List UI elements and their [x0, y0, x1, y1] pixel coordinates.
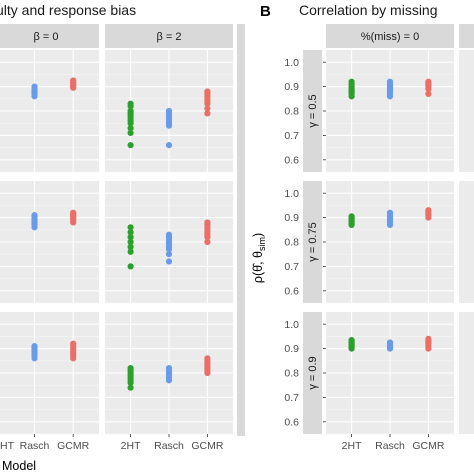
row-strip-gamma075 — [303, 181, 322, 303]
point-2ht — [127, 100, 134, 107]
point-2ht — [127, 243, 134, 250]
panel-edge-bg — [459, 312, 474, 434]
strip-label-beta2: β = 2 — [157, 31, 182, 43]
row-strip-gamma05 — [303, 50, 322, 172]
point-rasch — [165, 231, 173, 238]
row-strip-label-gamma05: γ = 0.5 — [307, 94, 319, 127]
y-tick-label: 1.0 — [284, 57, 299, 69]
strip-col-miss0 — [326, 24, 454, 48]
point-2ht — [127, 124, 134, 132]
point-2ht — [127, 238, 134, 246]
chart-b-ylabel-comma: , θ — [251, 251, 265, 265]
chart-b-ylabel-rho: ρ( — [251, 271, 265, 283]
point-rasch — [165, 107, 173, 115]
point-rasch — [165, 258, 173, 265]
point-2ht — [127, 107, 134, 115]
strip-label-beta0: β = 0 — [34, 31, 59, 43]
point-rasch — [31, 343, 38, 350]
y-tick-label: 1.0 — [284, 188, 299, 200]
y-tick-label: 0.8 — [284, 106, 299, 118]
point-gcmr — [204, 238, 211, 246]
y-tick-label: 0.6 — [284, 154, 299, 166]
point-rasch — [165, 251, 173, 258]
panels-layer: 0.6 0.7 0.8 0.9 1.0 0.6 0.7 0.8 0.9 1.0 0.6 0.7 0.8 0… — [0, 50, 474, 452]
chart-b-title: Correlation by missing — [299, 2, 438, 18]
point-2ht — [127, 248, 134, 255]
point-gcmr — [204, 110, 211, 117]
chart-b-ylabel-sub: sim — [257, 237, 267, 251]
point-2ht — [348, 78, 355, 85]
row-strip-gamma09 — [303, 312, 322, 434]
y-tick-label: 0.7 — [284, 261, 299, 273]
y-tick-label: 0.8 — [284, 368, 299, 380]
strip-col-next-edge — [459, 24, 474, 48]
point-2ht — [127, 129, 134, 137]
x-tick-label: Rasch — [154, 440, 184, 452]
y-tick-label: 0.8 — [284, 237, 299, 249]
panel-edge-bg — [459, 50, 474, 172]
panel-edge-bg — [459, 181, 474, 303]
strip-col-beta2 — [105, 24, 233, 48]
y-tick-label: 0.6 — [284, 416, 299, 428]
y-tick-label: 0.9 — [284, 212, 299, 224]
chart-b-panel-letter: B — [260, 3, 271, 20]
x-tick-label: 2HT — [121, 440, 141, 452]
row-strip-label-gamma09: γ = 0.9 — [307, 356, 319, 389]
chart-b-ylabel: ρ(θ̂, θsim) — [251, 233, 267, 283]
y-tick-label: 1.0 — [284, 319, 299, 331]
x-tick-label: GCMR — [191, 440, 223, 452]
point-gcmr — [204, 105, 211, 112]
point-rasch — [31, 212, 38, 219]
point-rasch — [165, 365, 173, 372]
point-2ht — [127, 229, 134, 236]
point-gcmr — [204, 355, 211, 362]
y-tick-label: 0.9 — [284, 81, 299, 93]
point-gcmr — [70, 209, 77, 216]
point-rasch — [31, 83, 38, 90]
point-gcmr — [70, 340, 77, 347]
point-rasch — [386, 339, 394, 346]
x-tick-label: Rasch — [20, 440, 50, 452]
x-tick-label: HT — [0, 440, 15, 452]
y-tick-label: 0.7 — [284, 130, 299, 142]
y-tick-label: 0.9 — [284, 343, 299, 355]
point-gcmr — [70, 77, 77, 84]
x-tick-label: Rasch — [375, 440, 405, 452]
point-2ht — [348, 213, 355, 220]
y-tick-label: 0.7 — [284, 392, 299, 404]
point-2ht — [127, 384, 134, 391]
strip-label-miss0: %(miss) = 0 — [361, 31, 419, 43]
point-2ht — [127, 142, 134, 149]
point-gcmr — [425, 78, 432, 85]
chart-a-xlabel: Model — [2, 459, 36, 473]
point-rasch — [386, 209, 394, 216]
point-rasch — [386, 78, 394, 85]
point-rasch — [165, 142, 173, 149]
point-2ht — [127, 224, 134, 231]
chart-b-ylabel-theta-hat: θ̂ — [251, 262, 265, 272]
x-tick-label: 2HT — [342, 440, 362, 452]
point-gcmr — [425, 90, 432, 98]
y-tick-label: 0.6 — [284, 285, 299, 297]
x-tick-label: GCMR — [412, 440, 444, 452]
divider-bar — [237, 24, 245, 436]
chart-b-ylabel-close: ) — [251, 233, 265, 237]
point-2ht — [348, 336, 355, 344]
row-strip-label-gamma075: γ = 0.75 — [307, 222, 319, 261]
chart-a-title: ulty and response bias — [0, 2, 136, 18]
point-gcmr — [425, 207, 432, 214]
strip-col-beta0 — [0, 24, 99, 48]
point-2ht — [127, 365, 134, 372]
point-gcmr — [204, 219, 211, 226]
point-gcmr — [204, 88, 211, 95]
x-tick-label: GCMR — [57, 440, 89, 452]
point-2ht — [127, 263, 134, 270]
point-gcmr — [425, 335, 432, 342]
point-2ht — [127, 234, 134, 241]
